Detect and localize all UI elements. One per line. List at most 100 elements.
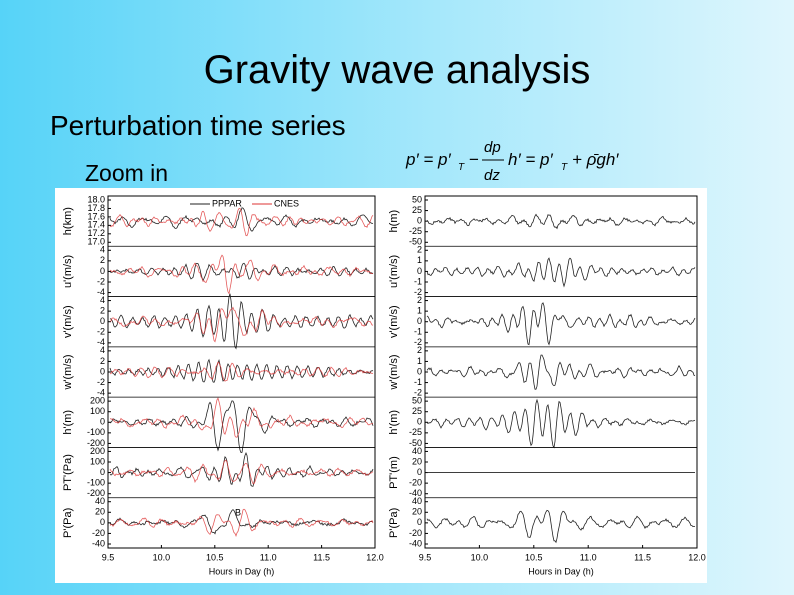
y-tick-label: -4 (97, 337, 105, 347)
legend-label: CNES (274, 198, 299, 208)
y-tick-label: -20 (92, 528, 105, 538)
eq-text: T (458, 162, 465, 173)
x-tick-label: 10.5 (206, 552, 224, 562)
y-axis-label: PT'(Pa) (62, 454, 74, 491)
note: Zoom in (85, 160, 169, 186)
y-tick-label: -200 (87, 438, 105, 448)
x-tick-label: 9.5 (419, 552, 432, 562)
y-tick-label: 2 (417, 345, 422, 355)
y-tick-label: -40 (92, 538, 105, 548)
y-tick-label: 17.8 (87, 203, 105, 213)
y-tick-label: -2 (414, 388, 422, 398)
x-tick-label: 12.0 (688, 552, 706, 562)
eq-text: − (469, 150, 479, 169)
eq-text: p′ = p′ (405, 150, 451, 169)
figure: 18.017.817.617.417.217.0h(km)420-2-4u'(m… (55, 188, 707, 583)
waveform (109, 254, 374, 295)
x-tick-label: 12.0 (366, 552, 384, 562)
y-tick-label: 1 (417, 356, 422, 366)
y-tick-label: 200 (90, 446, 105, 456)
y-tick-label: -20 (409, 478, 422, 488)
y-axis-label: w'(m/s) (388, 354, 400, 390)
waveform (109, 451, 374, 487)
x-tick-label: 11.0 (260, 552, 277, 562)
y-tick-label: -40 (409, 488, 422, 498)
y-tick-label: 0 (417, 366, 422, 376)
waveform (109, 400, 374, 454)
x-tick-label: 10.0 (471, 552, 489, 562)
eq-text: T (561, 162, 568, 173)
waveform (426, 398, 696, 449)
y-tick-label: -50 (409, 438, 422, 448)
y-tick-label: 40 (412, 446, 422, 456)
y-tick-label: 17.2 (87, 228, 105, 238)
y-tick-label: -1 (414, 276, 422, 286)
y-tick-label: -2 (414, 337, 422, 347)
slide-title: Gravity wave analysis (203, 48, 591, 92)
y-tick-label: 2 (417, 295, 422, 305)
waveform (109, 508, 374, 538)
y-tick-label: 4 (100, 295, 105, 305)
y-tick-label: -1 (414, 327, 422, 337)
x-tick-label: 10.5 (525, 552, 543, 562)
x-tick-label: 11.0 (580, 552, 597, 562)
y-tick-label: -4 (97, 388, 105, 398)
y-tick-label: 18.0 (87, 194, 105, 204)
y-tick-label: 0 (417, 266, 422, 276)
y-tick-label: 100 (90, 406, 105, 416)
y-tick-label: -100 (87, 478, 105, 488)
y-tick-label: 40 (412, 496, 422, 506)
y-tick-label: 20 (412, 456, 422, 466)
waveform (426, 213, 696, 230)
waveform (109, 459, 374, 485)
y-tick-label: 17.0 (87, 237, 105, 247)
y-tick-label: 50 (412, 194, 422, 204)
y-axis-label: P'(Pa) (388, 508, 400, 538)
x-axis-label: Hours in Day (h) (528, 566, 594, 576)
y-tick-label: -4 (97, 287, 105, 297)
x-tick-label: 11.5 (313, 552, 330, 562)
y-tick-label: 0 (100, 517, 105, 527)
waveform (109, 358, 374, 383)
y-axis-label: PT'(m) (388, 456, 400, 489)
waveform (109, 397, 374, 438)
subtitle: Perturbation time series (50, 110, 346, 141)
y-tick-label: 20 (95, 507, 105, 517)
y-tick-label: 50 (412, 396, 422, 406)
legend-label: PPPAR (212, 198, 242, 208)
y-tick-label: -2 (97, 327, 105, 337)
y-tick-label: 4 (100, 345, 105, 355)
waveform (109, 509, 374, 535)
y-axis-label: v'(m/s) (62, 305, 74, 338)
y-axis-label: u'(m/s) (388, 255, 400, 288)
x-tick-label: 9.5 (102, 552, 115, 562)
waveform (426, 509, 696, 544)
y-tick-label: 2 (417, 245, 422, 255)
y-axis-label: P'(Pa) (62, 508, 74, 538)
waveform (426, 257, 696, 288)
y-tick-label: -200 (87, 488, 105, 498)
y-tick-label: -1 (414, 377, 422, 387)
plot-frame (424, 195, 698, 549)
eq-text: dz (484, 167, 500, 184)
y-tick-label: -2 (97, 377, 105, 387)
x-tick-label: 11.5 (634, 552, 651, 562)
waveform (109, 207, 374, 232)
y-tick-label: -40 (409, 538, 422, 548)
y-tick-label: 17.6 (87, 211, 105, 221)
y-tick-label: -2 (97, 276, 105, 286)
waveform (109, 306, 374, 343)
y-tick-label: 0 (417, 517, 422, 527)
y-tick-label: 0 (100, 366, 105, 376)
eq-text: + ρ̄gh′ (572, 150, 619, 169)
y-axis-label: v'(m/s) (388, 305, 400, 338)
y-axis-label: h'(m) (388, 410, 400, 435)
waveform (109, 262, 374, 282)
y-tick-label: 0 (100, 467, 105, 477)
y-tick-label: 2 (100, 255, 105, 265)
y-tick-label: 4 (100, 245, 105, 255)
x-tick-label: 10.0 (153, 552, 171, 562)
waveform (426, 302, 696, 346)
y-tick-label: 20 (412, 507, 422, 517)
